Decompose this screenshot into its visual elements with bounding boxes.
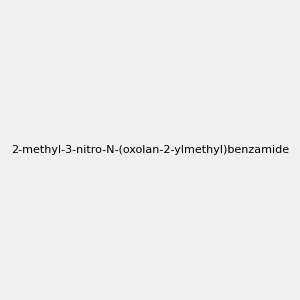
Text: 2-methyl-3-nitro-N-(oxolan-2-ylmethyl)benzamide: 2-methyl-3-nitro-N-(oxolan-2-ylmethyl)be… [11,145,289,155]
